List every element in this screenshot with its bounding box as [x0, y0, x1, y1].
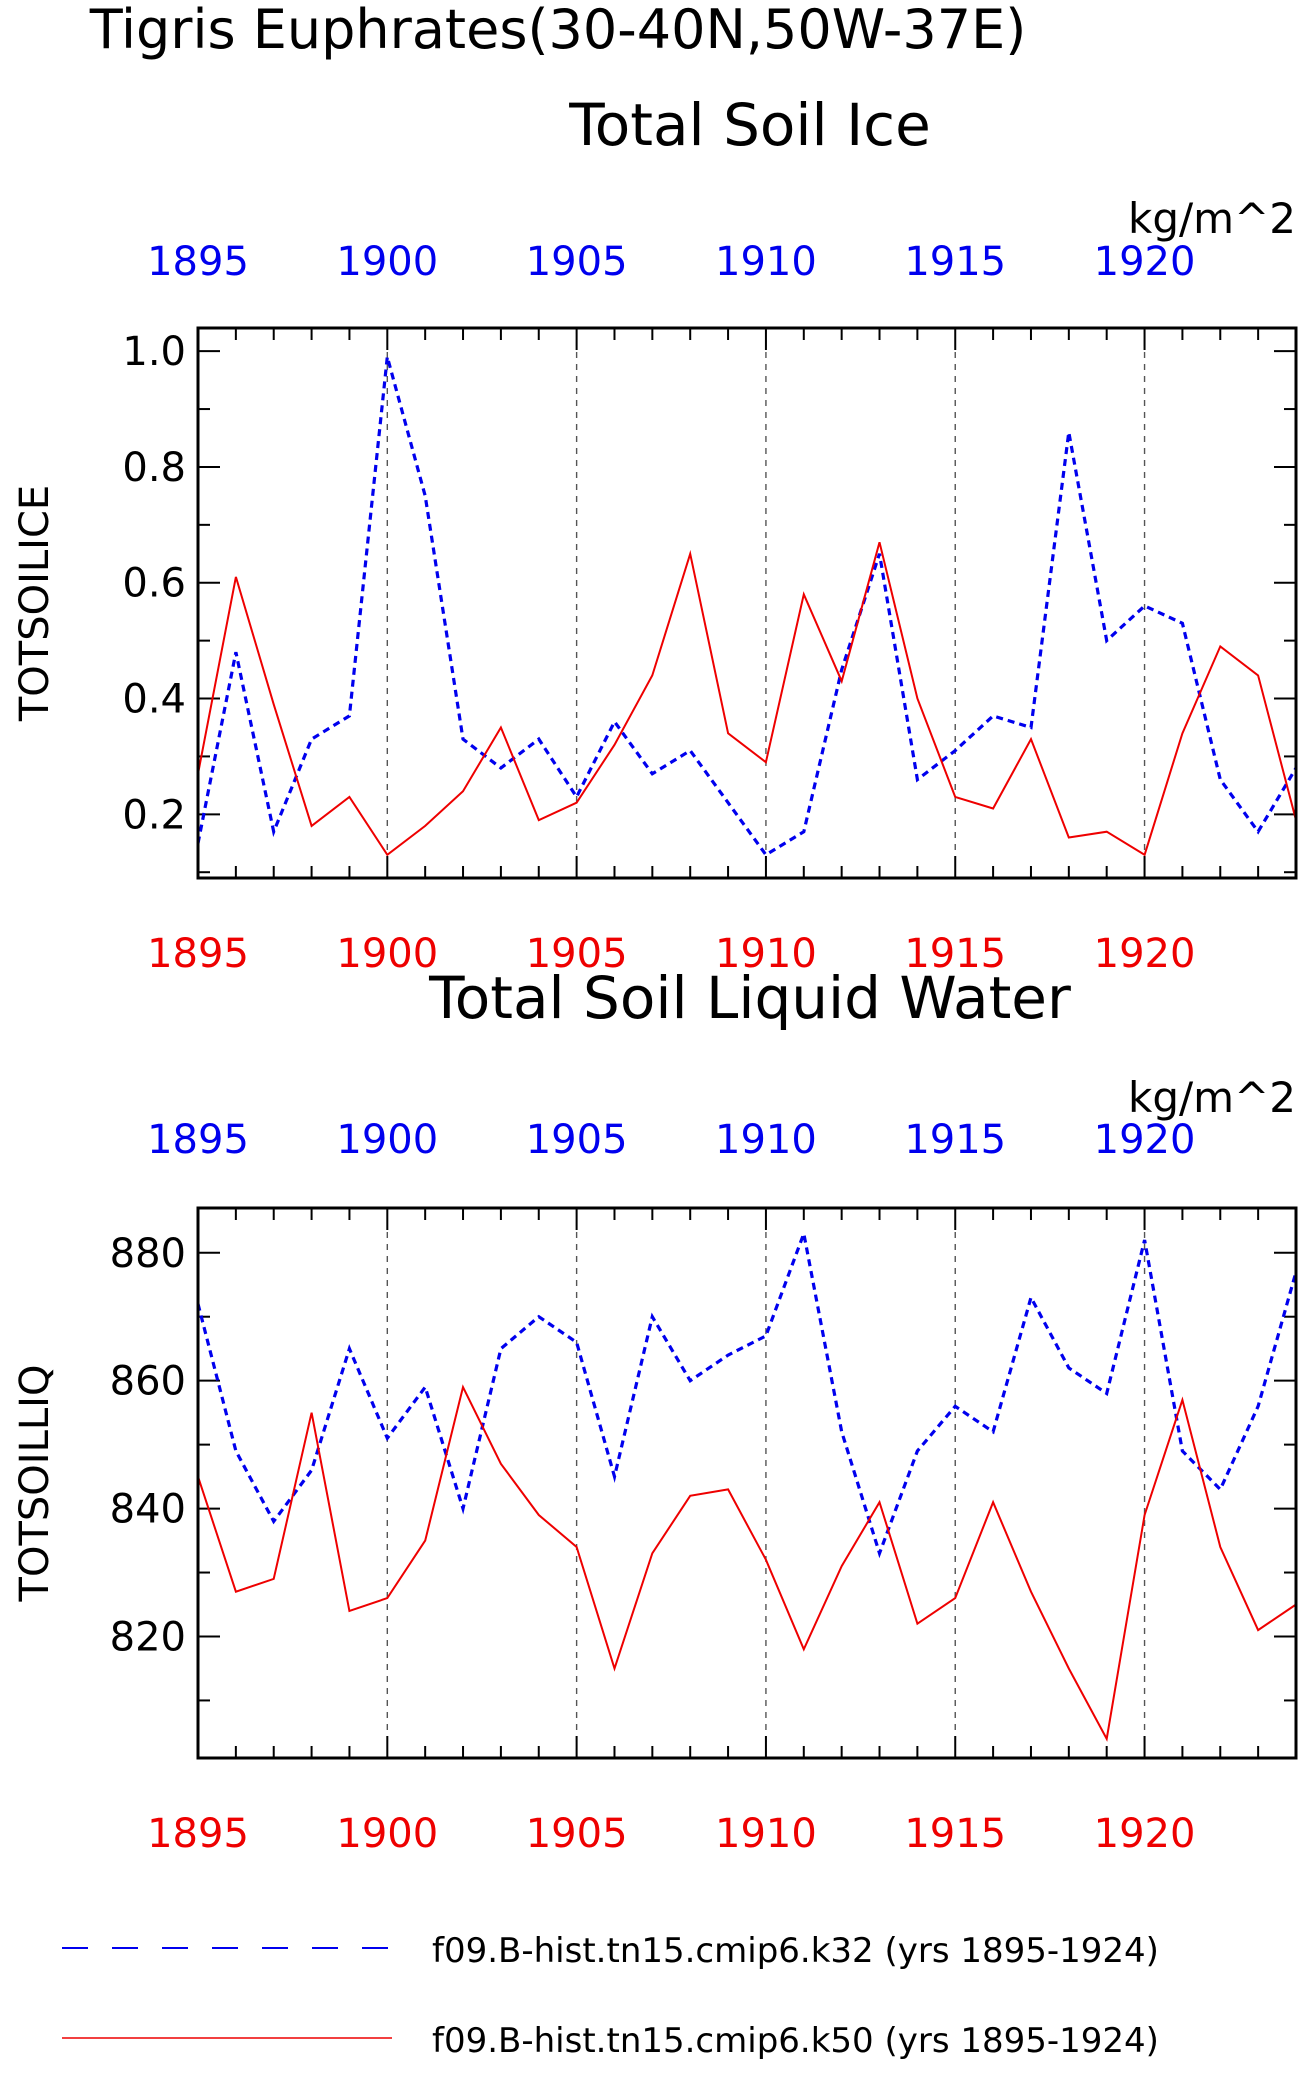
legend: f09.B-hist.tn15.cmip6.k32 (yrs 1895-1924… — [62, 1931, 1159, 2061]
y-axis-label: TOTSOILICE — [12, 485, 58, 722]
x-tick-label-bottom: 1915 — [904, 931, 1006, 977]
x-tick-label-top: 1910 — [715, 1117, 817, 1163]
y-tick-label: 860 — [110, 1359, 186, 1405]
x-tick-label-top: 1920 — [1094, 1117, 1196, 1163]
y-tick-label: 0.8 — [122, 445, 186, 491]
x-tick-label-top: 1900 — [336, 239, 438, 285]
chart-title: Total Soil Ice — [568, 91, 931, 159]
units-label: kg/m^2 — [1128, 1073, 1296, 1122]
x-tick-label-top: 1895 — [147, 1117, 249, 1163]
x-tick-label-top: 1910 — [715, 239, 817, 285]
x-tick-label-bottom: 1910 — [715, 931, 817, 977]
x-tick-label-bottom: 1905 — [526, 931, 628, 977]
x-tick-label-bottom: 1895 — [147, 931, 249, 977]
y-tick-label: 0.4 — [122, 677, 186, 723]
x-tick-label-top: 1920 — [1094, 239, 1196, 285]
x-tick-label-bottom: 1915 — [904, 1811, 1006, 1857]
y-tick-label: 820 — [110, 1614, 186, 1660]
x-tick-label-top: 1915 — [904, 1117, 1006, 1163]
series-line-k50 — [198, 1384, 1296, 1742]
legend-label-k32: f09.B-hist.tn15.cmip6.k32 (yrs 1895-1924… — [432, 1931, 1159, 1971]
chart-panel-1: Total Soil Ice kg/m^2 TOTSOILICE 1895 1895 19… — [12, 91, 1298, 977]
x-tick-label-bottom: 1910 — [715, 1811, 817, 1857]
page-title: Tigris Euphrates(30-40N,50W-37E) — [89, 0, 1027, 61]
legend-label-k50: f09.B-hist.tn15.cmip6.k50 (yrs 1895-1924… — [432, 2021, 1159, 2061]
charts: Total Soil Ice kg/m^2 TOTSOILICE 1895 1895 19… — [12, 91, 1298, 1857]
x-tick-label-top: 1895 — [147, 239, 249, 285]
y-tick-label: 0.2 — [122, 792, 186, 838]
y-tick-label: 1.0 — [122, 329, 186, 375]
chart-title: Total Soil Liquid Water — [428, 964, 1071, 1032]
units-label: kg/m^2 — [1128, 194, 1296, 243]
series-line-k50 — [198, 541, 1296, 857]
x-tick-label-bottom: 1920 — [1094, 1811, 1196, 1857]
series-line-k32 — [198, 356, 1296, 857]
y-axis-label: TOTSOILLIQ — [12, 1365, 58, 1603]
x-tick-label-top: 1905 — [526, 239, 628, 285]
y-tick-label: 880 — [110, 1231, 186, 1277]
x-tick-label-top: 1905 — [526, 1117, 628, 1163]
x-tick-label-bottom: 1900 — [336, 1811, 438, 1857]
chart-panel-2: Total Soil Liquid Water kg/m^2 TOTSOILLIQ 1… — [12, 964, 1298, 1857]
x-tick-label-bottom: 1895 — [147, 1811, 249, 1857]
plot-frame — [196, 1206, 1298, 1760]
plot-frame — [196, 326, 1298, 880]
x-tick-label-bottom: 1905 — [526, 1811, 628, 1857]
series-line-k32 — [198, 1227, 1296, 1559]
x-tick-label-top: 1915 — [904, 239, 1006, 285]
x-tick-label-bottom: 1920 — [1094, 931, 1196, 977]
x-tick-label-top: 1900 — [336, 1117, 438, 1163]
y-tick-label: 0.6 — [122, 561, 186, 607]
y-tick-label: 840 — [110, 1487, 186, 1533]
x-tick-label-bottom: 1900 — [336, 931, 438, 977]
